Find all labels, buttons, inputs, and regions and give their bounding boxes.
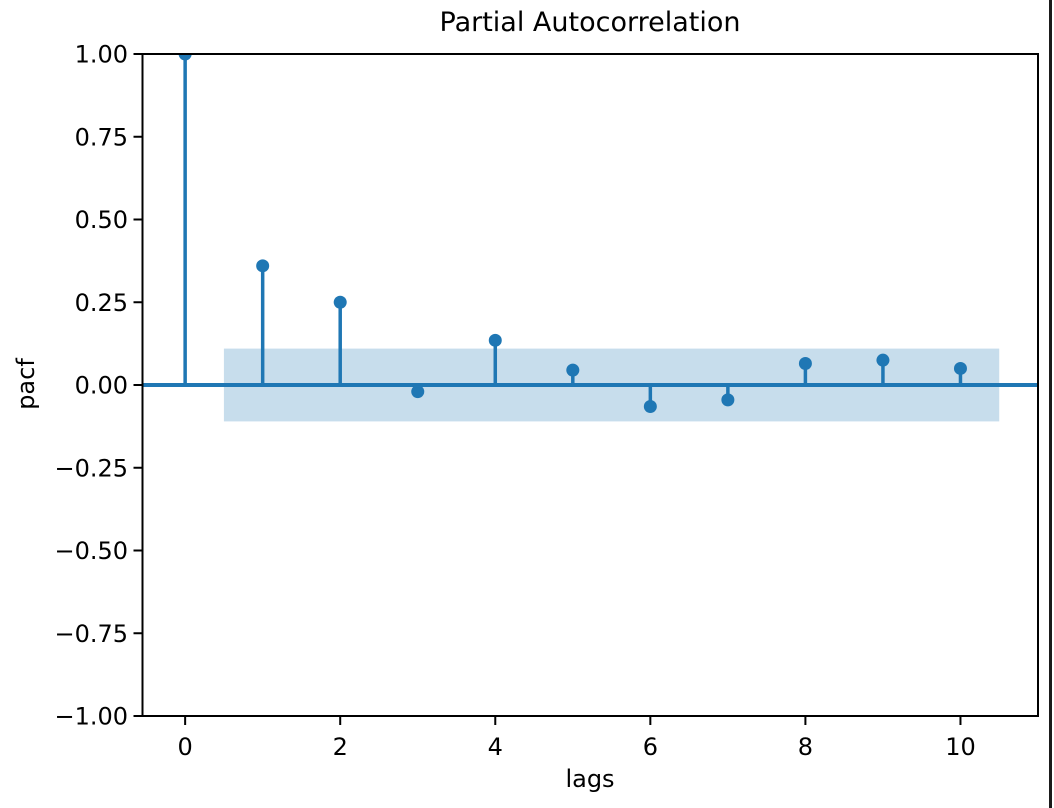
marker-lag-6 <box>643 400 657 414</box>
marker-lag-2 <box>333 295 347 309</box>
y-tick-label: −0.75 <box>54 620 128 648</box>
x-tick-label: 10 <box>945 733 976 761</box>
y-tick-label: 1.00 <box>75 41 128 69</box>
window-right-border <box>1049 0 1052 808</box>
y-tick-label: 0.50 <box>75 206 128 234</box>
marker-lag-8 <box>798 356 812 370</box>
marker-lag-3 <box>411 385 425 399</box>
x-tick-label: 4 <box>488 733 503 761</box>
y-tick-label: −1.00 <box>54 703 128 731</box>
y-tick-label: −0.50 <box>54 537 128 565</box>
marker-group <box>178 54 967 414</box>
x-tick-label: 0 <box>178 733 193 761</box>
marker-lag-7 <box>721 393 735 407</box>
marker-lag-5 <box>566 363 580 377</box>
marker-lag-10 <box>953 361 967 375</box>
chart-title: Partial Autocorrelation <box>439 7 741 38</box>
y-tick-label: −0.25 <box>54 454 128 482</box>
y-tick-label: 0.75 <box>75 123 128 151</box>
y-tick-label: 0.00 <box>75 372 128 400</box>
marker-lag-4 <box>488 333 502 347</box>
x-tick-label: 6 <box>643 733 658 761</box>
x-tick-label: 2 <box>333 733 348 761</box>
marker-lag-0 <box>178 54 192 61</box>
marker-lag-1 <box>256 259 270 273</box>
x-tick-label: 8 <box>798 733 813 761</box>
y-axis-label: pacf <box>12 358 40 410</box>
y-tick-label: 0.25 <box>75 289 128 317</box>
x-axis-label: lags <box>565 765 615 793</box>
marker-lag-9 <box>876 353 890 367</box>
